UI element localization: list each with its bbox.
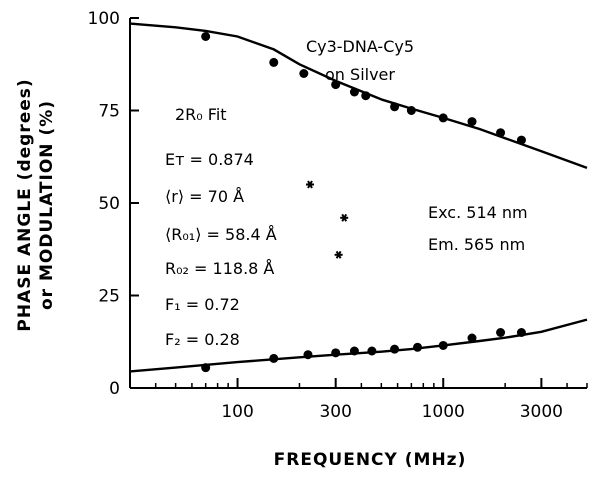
sample-label-line2: on Silver: [325, 65, 395, 84]
axes: 0 25 50 75 100 100 300 1000 3000: [88, 9, 588, 422]
param-r: ⟨r⟩ = 70 Å: [165, 187, 244, 206]
excitation-label: Exc. 514 nm: [428, 203, 528, 222]
data-point-2: [349, 346, 359, 356]
data-point-1: [496, 128, 506, 138]
data-point-1: [361, 91, 371, 101]
param-f2: F₂ = 0.28: [165, 330, 240, 349]
data-point-1: [390, 102, 400, 112]
param-f1: F₁ = 0.72: [165, 295, 240, 314]
data-point-2: [201, 363, 211, 373]
data-point-1: [438, 113, 448, 123]
plot-area: [129, 22, 588, 373]
data-point-2: [269, 353, 279, 363]
param-r02: R₀₂ = 118.8 Å: [165, 259, 274, 278]
x-tick-label: 300: [319, 402, 351, 422]
x-tick-label: 100: [221, 402, 253, 422]
data-point-1: [467, 117, 477, 127]
data-point-1: [299, 69, 309, 78]
data-point-2: [438, 340, 448, 350]
data-point-1: [269, 57, 279, 67]
asterisk-point: [305, 180, 314, 189]
emission-label: Em. 565 nm: [428, 235, 525, 254]
data-point-1: [331, 80, 341, 90]
x-axis-title: FREQUENCY (MHz): [274, 450, 467, 470]
data-point-1: [349, 87, 359, 97]
asterisk-point: [334, 250, 343, 259]
data-point-2: [303, 350, 313, 360]
sample-label-line1: Cy3-DNA-Cy5: [306, 37, 414, 56]
data-point-2: [516, 328, 526, 337]
y-tick-label: 0: [109, 379, 120, 399]
param-et: Eᴛ = 0.874: [165, 150, 254, 169]
data-point-1: [406, 106, 416, 115]
data-point-2: [496, 328, 506, 337]
y-tick-label: 100: [88, 9, 120, 29]
y-axis-title-line2: or MODULATION (%): [37, 100, 57, 310]
data-point-1: [201, 32, 211, 41]
data-point-2: [413, 342, 423, 352]
fit-label: 2R₀ Fit: [175, 105, 227, 124]
data-point-2: [331, 348, 341, 358]
x-tick-label: 1000: [422, 402, 465, 422]
data-point-2: [467, 333, 477, 343]
param-r01: ⟨R₀₁⟩ = 58.4 Å: [165, 225, 277, 244]
data-point-2: [390, 344, 400, 354]
x-tick-label: 3000: [520, 402, 563, 422]
asterisk-point: [340, 213, 349, 222]
y-tick-label: 25: [98, 287, 120, 307]
y-axis-title-line1: PHASE ANGLE (degrees): [15, 78, 35, 331]
y-tick-label: 50: [98, 194, 120, 214]
data-point-1: [516, 135, 526, 145]
y-tick-label: 75: [98, 102, 120, 122]
data-point-2: [367, 346, 377, 356]
